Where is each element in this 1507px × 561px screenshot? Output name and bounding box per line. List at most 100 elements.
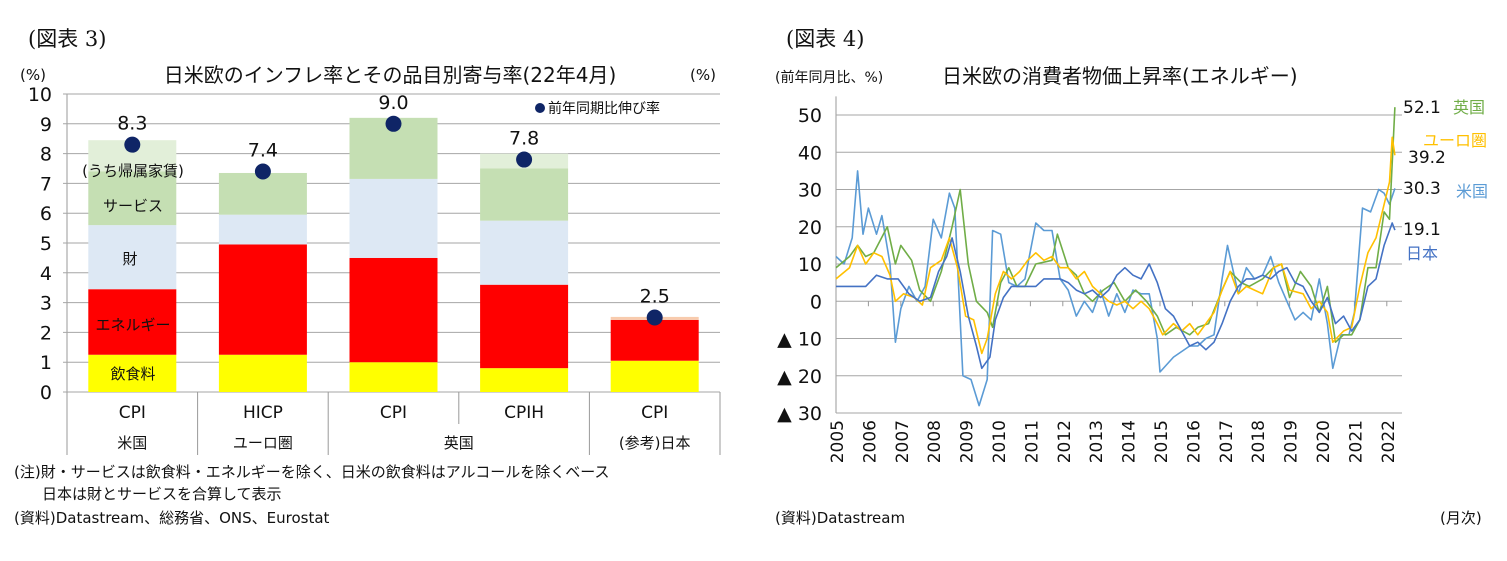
x-tick-label: HICP (243, 403, 283, 423)
y-tick-label: 40 (798, 142, 822, 164)
segment-label-goods: 財 (122, 250, 137, 268)
bar-segment (88, 225, 177, 290)
note-2: 日本は財とサービスを合算して表示 (42, 485, 282, 503)
x-tick-label: CPI (380, 403, 407, 423)
x-tick-label: 2016 (1184, 420, 1204, 463)
x-tick-label: 2014 (1120, 420, 1140, 463)
data-point (124, 136, 141, 153)
end-value-japan: 19.1 (1403, 220, 1441, 240)
chart-left: (図表 3) (%) (%) 日米欧のインフレ率とその品目別寄与率(22年4月)… (14, 27, 721, 527)
end-name-japan: 日本 (1406, 244, 1438, 263)
x-tick-label: 2019 (1282, 420, 1302, 463)
x-tick-label: 2007 (893, 420, 913, 463)
x-tick-label: 2015 (1152, 420, 1172, 463)
x-unit-label: (月次) (1440, 509, 1482, 527)
source-right: (資料)Datastream (775, 509, 905, 527)
y-unit-left: (%) (20, 66, 46, 84)
data-point (385, 115, 402, 132)
bar-segment (349, 362, 438, 392)
legend-label: 前年同期比伸び率 (548, 100, 660, 117)
y-tick-label: 30 (798, 180, 822, 202)
y-tick-label: 8 (40, 144, 52, 166)
bar-segment (88, 354, 177, 392)
group-label: 英国 (444, 434, 474, 452)
bar-segment (218, 214, 307, 245)
bar-segment (218, 172, 307, 215)
x-tick-label: CPI (641, 403, 668, 423)
legend: 前年同期比伸び率 (535, 100, 660, 117)
data-label: 2.5 (640, 286, 670, 308)
y-tick-label: 0 (810, 291, 822, 313)
chart-title-left: 日米欧のインフレ率とその品目別寄与率(22年4月) (164, 63, 617, 87)
x-tick-label: 2013 (1087, 420, 1107, 463)
y-tick-label: 4 (40, 263, 52, 285)
note-1: (注)財・サービスは飲食料・エネルギーを除く、日米の飲食料はアルコールを除くベー… (14, 463, 610, 481)
x-tick-label: 2009 (958, 420, 978, 463)
x-axis: CPI HICP CPI CPIH CPI 米国 ユーロ圏 英国 (参考)日本 (66, 392, 721, 455)
segment-label-energy: エネルギー (95, 316, 170, 334)
data-point (516, 151, 533, 168)
bar-segment (480, 168, 569, 221)
bars (88, 117, 699, 392)
y-tick-label: 10 (28, 84, 52, 106)
x-tick-label: 2018 (1249, 420, 1269, 463)
bar-segment (610, 319, 699, 361)
data-point (254, 163, 271, 180)
y-tick-label: ▲ 20 (777, 366, 822, 388)
data-label: 7.4 (248, 139, 278, 161)
bar-segment (218, 354, 307, 392)
y-tick-label: 2 (40, 322, 52, 344)
legend-dot (535, 103, 545, 113)
segment-label-rent: (うち帰属家賃) (82, 162, 184, 180)
y-tick-label: 5 (40, 233, 52, 255)
lines (835, 107, 1396, 407)
bar-segment (610, 360, 699, 392)
series-line-japan (836, 222, 1396, 370)
x-tick-label: 2005 (828, 420, 848, 463)
y-tick-label: 10 (798, 254, 822, 276)
x-tick-label: CPIH (504, 403, 544, 423)
series-line-us (835, 170, 1396, 407)
bar-segment (218, 244, 307, 355)
bar-segment (349, 257, 438, 363)
bar-segment (480, 220, 569, 285)
bar-segment (480, 368, 569, 392)
x-tick-label: 2021 (1346, 420, 1366, 463)
chart-title-right: 日米欧の消費者物価上昇率(エネルギー) (942, 64, 1298, 88)
bar-segment (88, 289, 177, 355)
segment-label-services: サービス (103, 197, 163, 215)
x-tick-label: 2008 (925, 420, 945, 463)
end-name-euro: ユーロ圏 (1423, 131, 1487, 150)
group-label: (参考)日本 (619, 434, 691, 452)
x-tick-label: 2017 (1217, 420, 1237, 463)
y-tick-label: ▲ 10 (777, 329, 822, 351)
y-tick-label: ▲ 30 (777, 403, 822, 425)
segment-label-food: 飲食料 (110, 365, 155, 383)
y-tick-label: 0 (40, 382, 52, 404)
y-tick-label: 1 (40, 352, 52, 374)
y-tick-label: 20 (798, 217, 822, 239)
y-tick-label: 9 (40, 114, 52, 136)
end-name-us: 米国 (1456, 182, 1488, 201)
group-label: 米国 (117, 434, 147, 452)
y-tick-label: 7 (40, 173, 52, 195)
x-tick-label: 2020 (1314, 420, 1334, 463)
chart-right: (図表 4) (前年同月比、%) 日米欧の消費者物価上昇率(エネルギー) 50 4… (775, 27, 1488, 527)
x-tick-label: 2011 (1022, 420, 1042, 463)
end-value-us: 30.3 (1403, 179, 1441, 199)
data-label: 9.0 (378, 92, 408, 114)
x-tick-label: 2010 (990, 420, 1010, 463)
y-unit-right: (%) (690, 66, 716, 84)
y-tick-label: 50 (798, 105, 822, 127)
x-tick-label: 2012 (1055, 420, 1075, 463)
dots: 8.3 7.4 9.0 7.8 2.5 (117, 92, 670, 326)
y-tick-label: 3 (40, 293, 52, 315)
series-line-euro (835, 136, 1396, 355)
source-left: (資料)Datastream、総務省、ONS、Eurostat (14, 509, 330, 527)
y-tick-label: 6 (40, 203, 52, 225)
end-value-euro: 39.2 (1408, 148, 1446, 168)
end-name-uk: 英国 (1453, 98, 1485, 117)
x-tick-label: CPI (119, 403, 146, 423)
data-label: 7.8 (509, 128, 539, 150)
